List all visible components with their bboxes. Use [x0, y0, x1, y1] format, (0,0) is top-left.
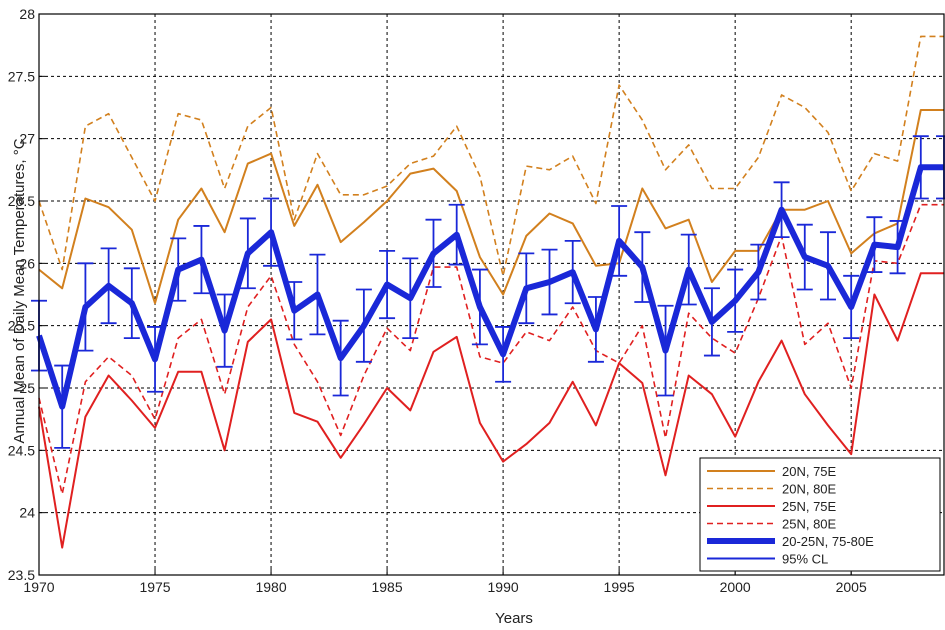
- y-tick-label: 28: [19, 6, 35, 22]
- legend-label: 25N, 75E: [782, 499, 837, 514]
- y-tick-label: 27.5: [8, 68, 35, 84]
- legend: 20N, 75E 20N, 80E 25N, 75E 25N, 80E 20-25N, …: [699, 457, 941, 572]
- plot-frame: [38, 13, 945, 576]
- series-line-5: [36, 164, 944, 410]
- y-tick-label: 23.5: [8, 567, 35, 583]
- legend-label: 20-25N, 75-80E: [782, 534, 874, 549]
- y-tick-label: 24: [19, 505, 35, 521]
- y-tick-label: 26: [19, 255, 35, 271]
- y-tick-label: 27: [19, 131, 35, 147]
- x-axis-title: Years: [495, 610, 533, 627]
- legend-label: 20N, 75E: [782, 464, 837, 479]
- series-line-4: [38, 203, 944, 495]
- legend-label: 20N, 80E: [782, 482, 837, 497]
- legend-label: 95% CL: [782, 552, 828, 567]
- x-tick-label: 1980: [255, 579, 286, 595]
- x-tick-label: 1975: [139, 579, 170, 595]
- legend-label: 25N, 80E: [782, 517, 837, 532]
- x-tick-label: 1995: [604, 579, 635, 595]
- y-tick-label: 26.5: [8, 193, 35, 209]
- series-line-2: [38, 35, 944, 277]
- x-tick-label: 2000: [720, 579, 751, 595]
- y-axis-title: Annual Mean of Daily Mean Temperatures, …: [11, 138, 28, 443]
- x-tick-label: 1985: [371, 579, 402, 595]
- series-line-1: [38, 109, 944, 305]
- x-tick-label: 1990: [488, 579, 519, 595]
- y-tick-label: 24.5: [8, 442, 35, 458]
- ticks: 1970 1975 1980 1985 1990 1995 2000 2005 23.5 24 24…: [8, 6, 867, 595]
- y-tick-label: 25.5: [8, 318, 35, 334]
- x-tick-label: 1970: [23, 579, 54, 595]
- x-tick-label: 2005: [836, 579, 867, 595]
- series-line-3: [38, 272, 944, 549]
- y-tick-label: 25: [19, 380, 35, 396]
- legend-box: [699, 457, 941, 572]
